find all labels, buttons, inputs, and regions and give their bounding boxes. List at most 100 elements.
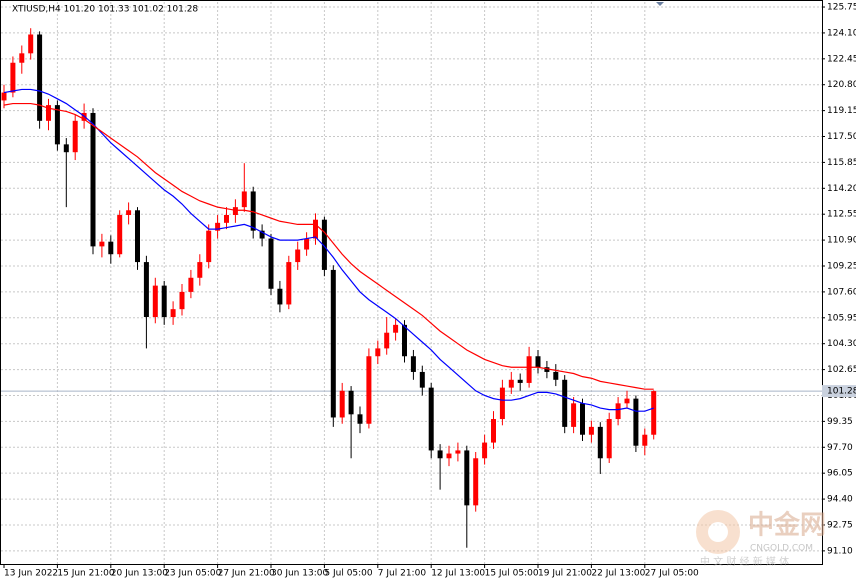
- candle-body: [19, 53, 25, 63]
- candle-body: [339, 390, 345, 418]
- candle-body: [28, 34, 34, 54]
- y-tick-label: 112.55: [827, 210, 856, 220]
- x-tick-label: 27 Jul 05:00: [645, 569, 699, 579]
- candle-body: [535, 356, 541, 368]
- candle-body: [321, 219, 327, 270]
- candle-body: [170, 309, 176, 318]
- candle-body: [562, 379, 568, 427]
- candle-body: [615, 403, 621, 420]
- candle-body: [473, 458, 479, 506]
- candle-body: [651, 391, 657, 435]
- x-tick-label: 5 Jul 05:00: [324, 569, 373, 579]
- y-tick-label: 104.30: [827, 339, 856, 349]
- y-tick-label: 119.15: [827, 106, 856, 116]
- watermark: 中金网 CNGOLD.COM 中 文 财 经 新 媒 体: [696, 510, 826, 568]
- candle-body: [410, 356, 416, 372]
- candle-body: [517, 379, 523, 383]
- candle-body: [259, 230, 265, 239]
- candle-body: [99, 241, 105, 247]
- candle-body: [330, 269, 336, 418]
- candle-body: [633, 398, 639, 446]
- candle-body: [419, 371, 425, 388]
- candle-body: [37, 34, 43, 121]
- y-tick-label: 102.65: [827, 365, 856, 375]
- candle-body: [10, 62, 16, 93]
- moving-average-line: [3, 102, 654, 390]
- x-tick-label: 15 Jul 05:00: [485, 569, 539, 579]
- candle-body: [268, 238, 274, 289]
- shift-marker: [656, 2, 664, 6]
- watermark-site: CNGOLD.COM: [750, 544, 813, 554]
- y-tick-label: 115.85: [827, 158, 856, 168]
- watermark-logo-inner: [708, 522, 728, 542]
- y-tick-label: 120.80: [827, 80, 856, 90]
- candle-body: [197, 262, 203, 278]
- candle-body: [215, 222, 221, 231]
- watermark-tagline: 中 文 财 经 新 媒 体: [700, 555, 789, 568]
- x-tick-label: 20 Jun 13:00: [111, 569, 168, 579]
- candle-body: [384, 332, 390, 349]
- y-tick-label: 92.75: [827, 520, 853, 530]
- candle-body: [446, 453, 452, 459]
- y-tick-label: 99.35: [827, 417, 853, 427]
- candle-body: [357, 414, 363, 424]
- candle-body: [624, 398, 630, 404]
- candle-body: [108, 241, 114, 255]
- candle-body: [224, 214, 229, 223]
- candle-body: [580, 403, 585, 435]
- candle-body: [499, 387, 505, 420]
- y-tick-label: 117.50: [827, 132, 856, 142]
- y-tick-label: 97.70: [827, 443, 853, 453]
- x-tick-label: 7 Jul 21:00: [378, 569, 427, 579]
- y-tick-label: 125.75: [827, 3, 856, 13]
- candle-body: [402, 324, 407, 357]
- candle-body: [437, 450, 443, 459]
- candle-body: [179, 291, 185, 310]
- candle-body: [606, 419, 612, 459]
- candle-body: [544, 367, 550, 372]
- candle-body: [188, 277, 194, 292]
- candle-body: [72, 120, 78, 153]
- x-tick-label: 30 Jun 13:00: [271, 569, 328, 579]
- candle-body: [304, 238, 310, 250]
- x-tick-label: 12 Jul 13:00: [431, 569, 485, 579]
- candle-body: [428, 387, 434, 451]
- x-tick-label: 15 Jun 21:00: [57, 569, 114, 579]
- y-tick-label: 122.45: [827, 54, 856, 64]
- candle-body: [241, 191, 247, 208]
- candle-body: [508, 379, 514, 388]
- candle-body: [54, 105, 60, 145]
- current-price-box: [822, 385, 856, 398]
- candle-body: [277, 288, 283, 305]
- y-tick-label: 96.05: [827, 469, 853, 479]
- y-tick-label: 94.40: [827, 495, 853, 505]
- candle-body: [553, 371, 559, 380]
- candle-body: [232, 207, 238, 215]
- candle-body: [295, 249, 301, 263]
- candle-body: [161, 285, 167, 318]
- candle-body: [375, 348, 381, 357]
- x-tick-label: 19 Jul 21:00: [538, 569, 592, 579]
- candle-body: [152, 285, 158, 318]
- candle-body: [90, 112, 96, 247]
- watermark-name: 中金网: [748, 510, 826, 541]
- candle-body: [464, 450, 470, 506]
- candle-body: [46, 105, 51, 121]
- candle-body: [117, 214, 123, 255]
- candle-body: [366, 356, 372, 424]
- chart-title: XTIUSD,H4 101.20 101.33 101.02 101.28: [12, 5, 198, 15]
- candle-body: [143, 262, 149, 318]
- candle-body: [126, 210, 132, 215]
- y-tick-label: 109.25: [827, 261, 856, 271]
- y-tick-label: 114.20: [827, 184, 856, 194]
- y-tick-label: 124.10: [827, 28, 856, 38]
- candle-body: [571, 403, 577, 427]
- candle-body: [313, 219, 318, 239]
- candle-body: [135, 210, 140, 263]
- y-tick-label: 107.60: [827, 287, 856, 297]
- candle-body: [482, 442, 488, 459]
- candle-body: [455, 450, 461, 454]
- candle-body: [526, 356, 532, 383]
- candle-body: [491, 419, 496, 443]
